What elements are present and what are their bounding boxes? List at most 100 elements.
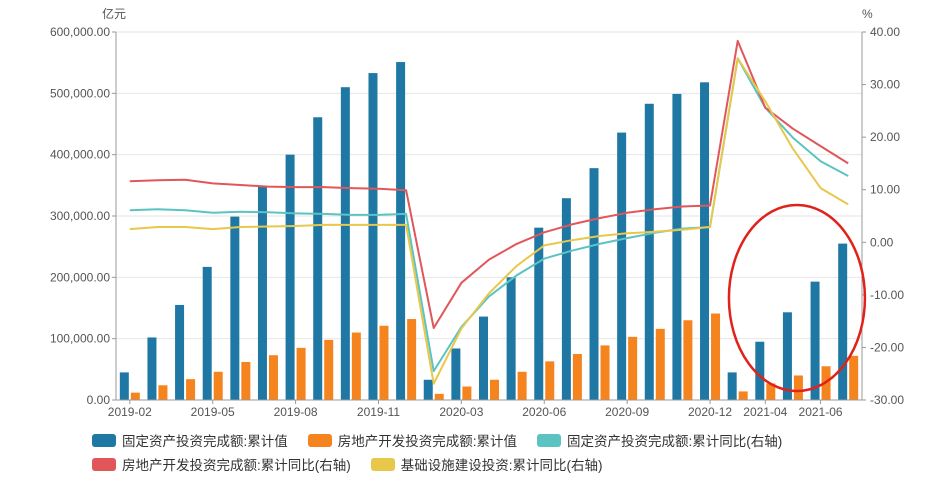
bar <box>572 354 582 400</box>
legend-item[interactable]: 房地产开发投资完成额:累计同比(右轴) <box>92 454 351 474</box>
legend: 固定资产投资完成额:累计值 房地产开发投资完成额:累计值 固定资产投资完成额:累… <box>92 428 912 476</box>
legend-item[interactable]: 房地产开发投资完成额:累计值 <box>307 430 518 450</box>
bar <box>202 266 212 400</box>
series-line <box>129 57 849 385</box>
bar <box>561 198 571 400</box>
bar <box>423 379 433 400</box>
left-tick-label: 600,000.00 <box>50 25 110 39</box>
legend-row-1: 固定资产投资完成额:累计值 房地产开发投资完成额:累计值 固定资产投资完成额:累… <box>92 428 912 452</box>
bar <box>175 304 185 400</box>
bar <box>379 325 389 400</box>
x-tick-label: 2020-06 <box>522 405 566 419</box>
right-tick-label: 40.00 <box>870 25 900 39</box>
bar <box>589 168 599 400</box>
left-tick-label: 100,000.00 <box>50 332 110 346</box>
bar <box>241 361 251 400</box>
bar <box>738 391 748 400</box>
gridlines <box>116 31 862 401</box>
x-tick-label: 2019-11 <box>357 405 400 419</box>
legend-swatch <box>92 433 116 447</box>
x-tick-label: 2019-05 <box>191 405 235 419</box>
left-tick-label: 0.00 <box>87 393 111 407</box>
right-tick-label: 0.00 <box>870 235 894 249</box>
left-tick-label: 200,000.00 <box>50 270 110 284</box>
bar <box>324 339 334 400</box>
bar <box>285 154 295 400</box>
legend-label: 固定资产投资完成额:累计同比(右轴) <box>567 434 783 449</box>
bar <box>368 73 378 401</box>
left-axis-unit: 亿元 <box>102 6 126 21</box>
series-line <box>129 39 849 329</box>
bar <box>396 62 406 400</box>
bar <box>700 82 710 400</box>
bar <box>600 345 610 400</box>
right-tick-label: -30.00 <box>870 393 904 407</box>
legend-swatch <box>307 433 332 447</box>
bar <box>186 379 196 400</box>
bar <box>849 355 859 400</box>
bar <box>793 375 803 400</box>
legend-swatch <box>370 457 395 471</box>
bar <box>340 87 350 400</box>
bar <box>517 371 527 400</box>
chart-svg: 亿元 % 0.00 100,000.00 200,000.00 300,000.00 4… <box>50 6 904 419</box>
right-tick-label: 10.00 <box>870 183 900 197</box>
left-tick-label: 300,000.00 <box>50 209 110 223</box>
bar <box>268 355 278 400</box>
bar <box>683 320 693 400</box>
bar <box>147 337 157 400</box>
bar <box>462 386 472 400</box>
bar <box>434 393 444 400</box>
right-axis-unit: % <box>862 7 873 21</box>
bar <box>351 332 361 400</box>
bar <box>506 277 516 400</box>
bar <box>257 185 267 400</box>
bar <box>644 103 654 400</box>
x-tick-label: 2021-04 <box>743 405 787 419</box>
bar <box>407 319 417 400</box>
legend-item[interactable]: 固定资产投资完成额:累计同比(右轴) <box>537 430 782 450</box>
bar <box>230 216 240 400</box>
bar <box>130 392 140 400</box>
left-tick-label: 500,000.00 <box>50 86 110 100</box>
right-tick-label: -10.00 <box>870 288 904 302</box>
legend-label: 基础设施建设投资:累计同比(右轴) <box>400 458 603 473</box>
legend-label: 房地产开发投资完成额:累计值 <box>337 434 518 449</box>
bars <box>119 62 859 401</box>
bar <box>213 371 223 400</box>
bar <box>838 243 848 400</box>
legend-item[interactable]: 固定资产投资完成额:累计值 <box>92 430 288 450</box>
legend-label: 固定资产投资完成额:累计值 <box>122 434 288 449</box>
bar <box>711 313 721 400</box>
bar <box>119 372 129 400</box>
legend-row-2: 房地产开发投资完成额:累计同比(右轴) 基础设施建设投资:累计同比(右轴) <box>92 452 912 476</box>
bar <box>628 336 638 400</box>
right-tick-label: -20.00 <box>870 340 904 354</box>
bar <box>672 93 682 401</box>
bar <box>655 328 665 400</box>
bar <box>490 379 499 400</box>
x-tick-label: 2020-03 <box>439 405 483 419</box>
bar <box>158 385 168 400</box>
legend-label: 房地产开发投资完成额:累计同比(右轴) <box>122 458 351 473</box>
legend-swatch <box>92 457 116 471</box>
x-tick-label: 2020-12 <box>688 405 732 419</box>
bar <box>296 347 306 400</box>
bar <box>782 312 792 400</box>
legend-swatch <box>537 433 562 447</box>
bar <box>810 281 820 400</box>
x-tick-label: 2020-09 <box>605 405 649 419</box>
legend-item[interactable]: 基础设施建设投资:累计同比(右轴) <box>370 454 603 474</box>
lines <box>129 39 849 385</box>
bar <box>617 132 627 400</box>
bar <box>545 361 555 400</box>
bar <box>451 348 461 400</box>
bar <box>313 117 323 401</box>
bar <box>727 372 737 400</box>
bar <box>766 383 776 400</box>
highlight-ellipse <box>727 203 867 393</box>
x-tick-label: 2019-08 <box>274 405 318 419</box>
x-tick-label: 2019-02 <box>108 405 152 419</box>
annotation <box>727 203 867 393</box>
